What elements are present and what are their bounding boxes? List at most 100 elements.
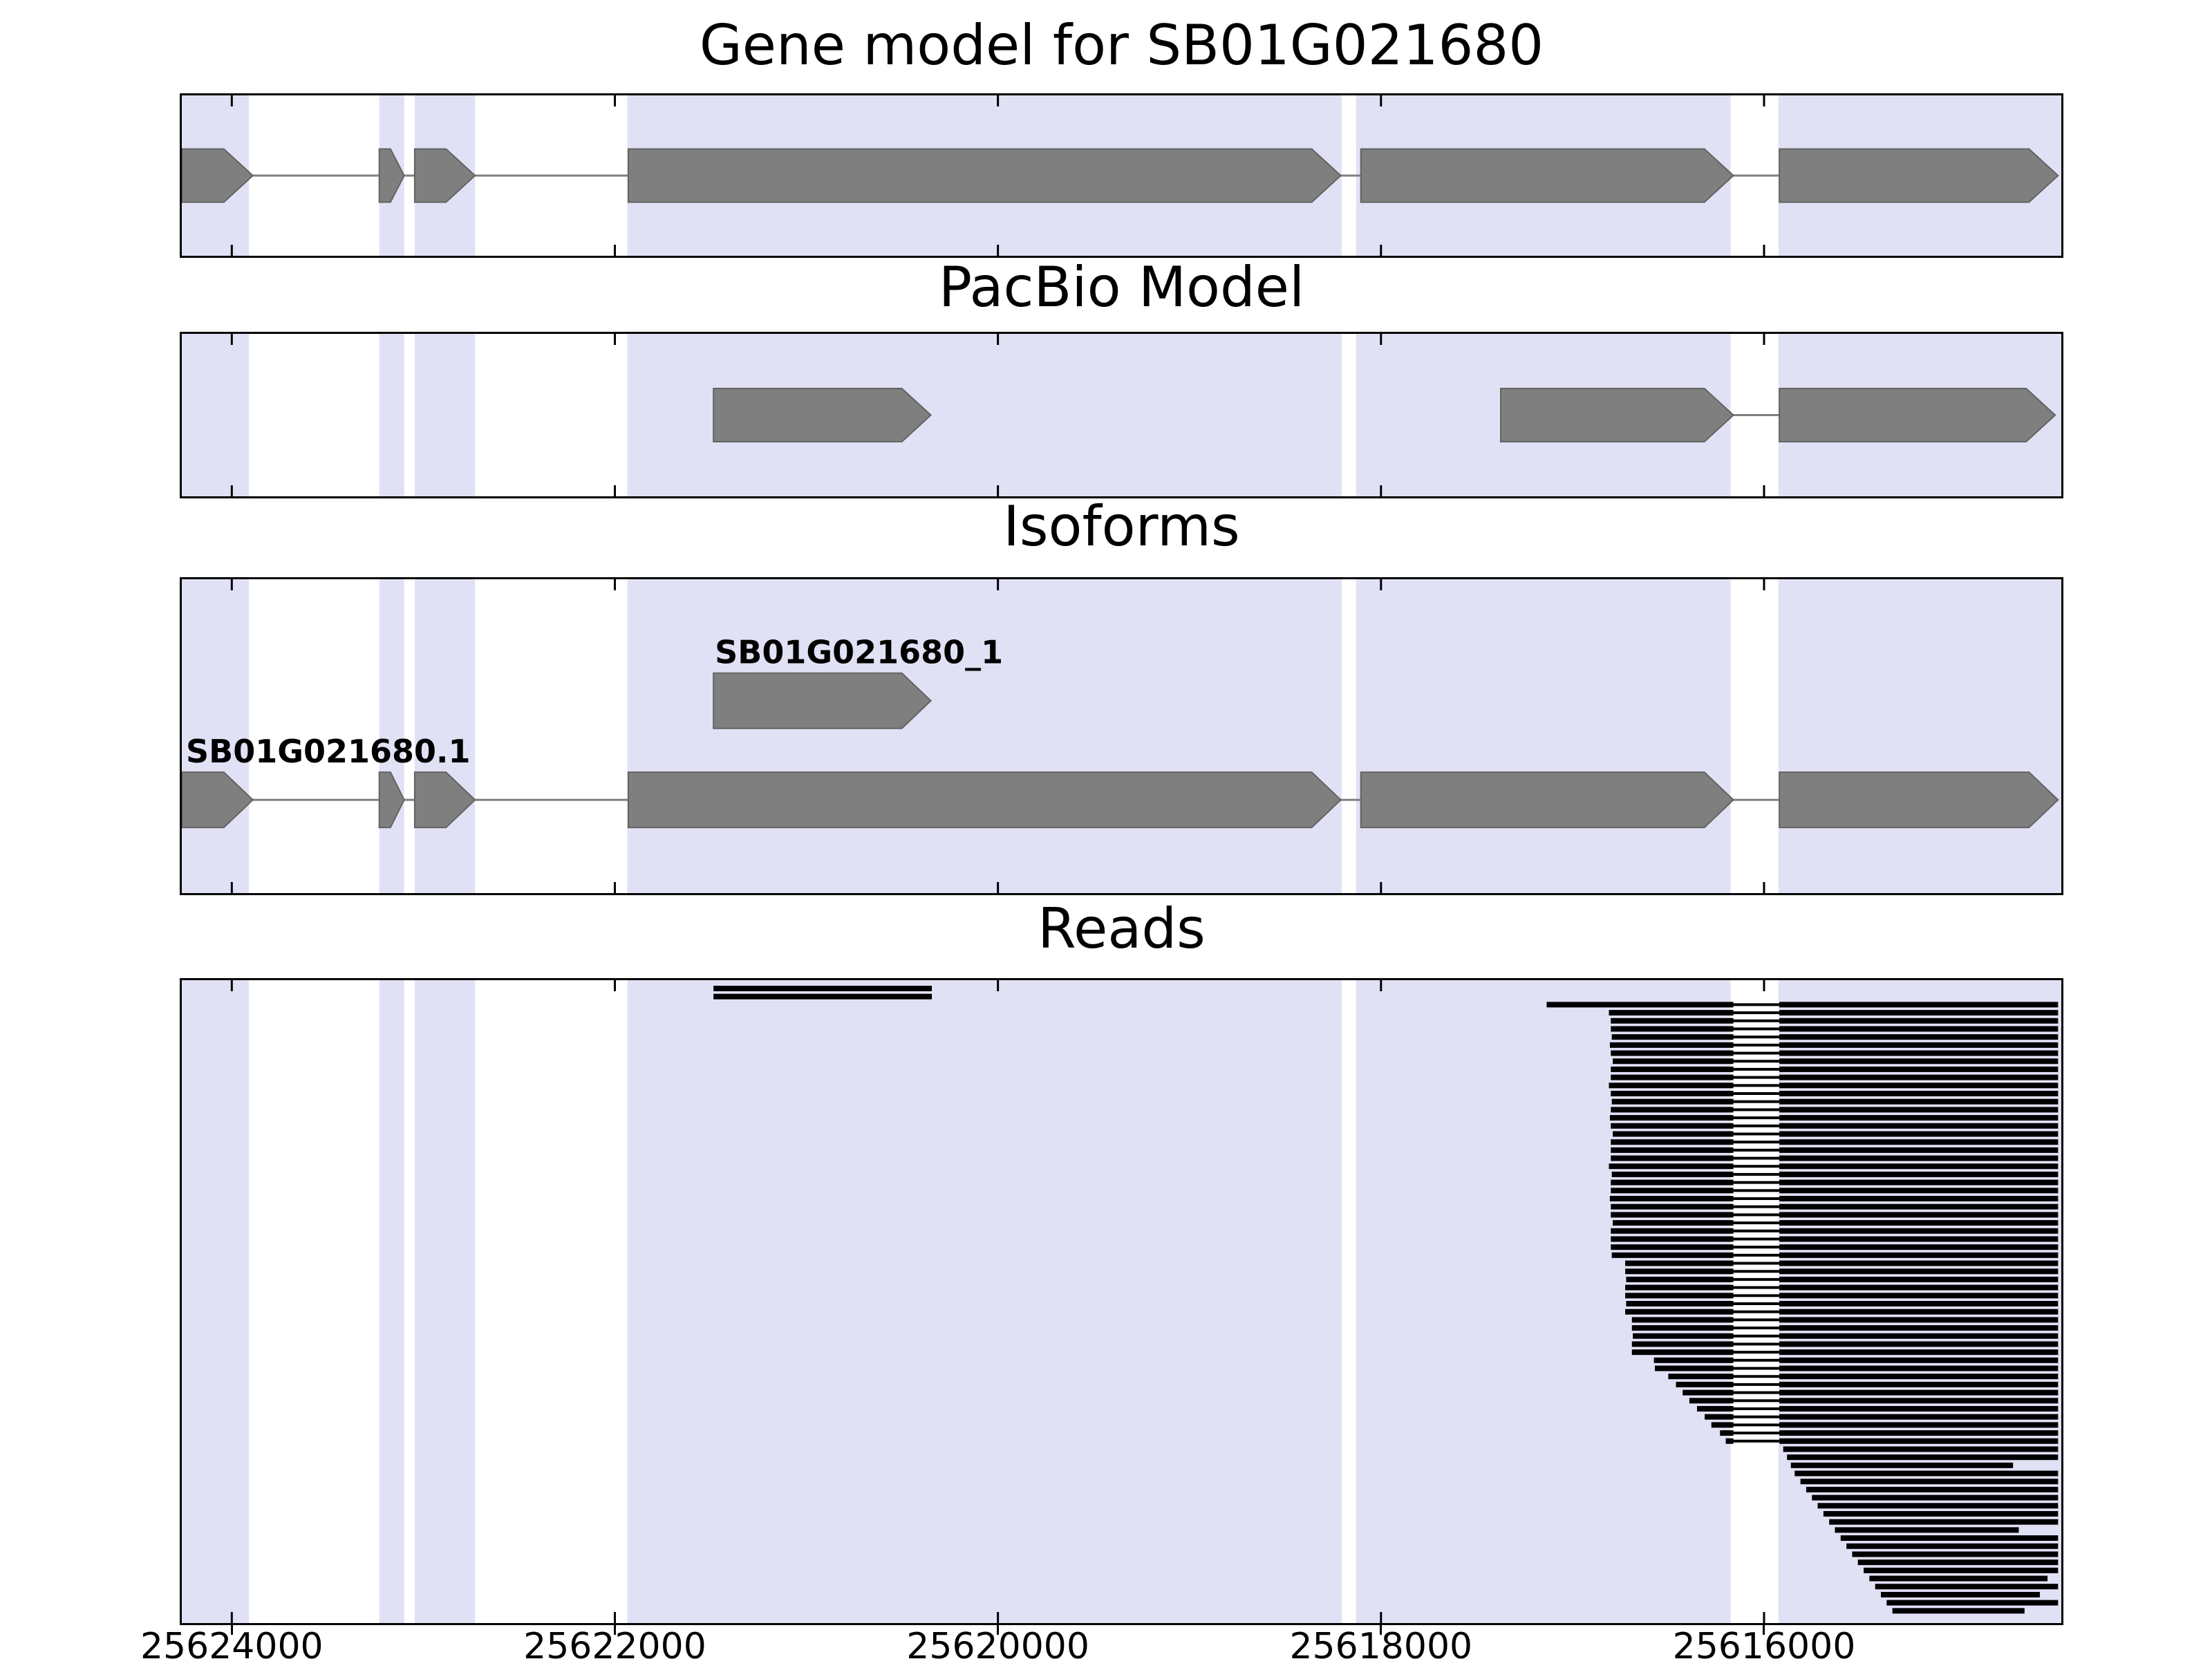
read-gap-line — [1733, 1382, 1780, 1386]
read-segment — [1779, 1042, 2059, 1048]
highlight-band — [182, 980, 250, 1623]
read-gap-line — [1733, 1318, 1780, 1322]
read-segment — [1779, 1389, 2059, 1396]
exon-arrow — [1779, 388, 2056, 442]
read-segment — [1779, 1374, 2059, 1380]
read-bar — [1806, 1486, 2059, 1492]
axis-tick-outer — [1763, 1625, 1765, 1635]
read-segment — [1631, 1325, 1734, 1331]
panel-isoforms: SB01G021680_1 SB01G021680.1 — [180, 577, 2063, 895]
highlight-band — [1778, 579, 2061, 893]
read-segment — [1779, 1179, 2059, 1185]
read-segment — [1611, 1147, 1734, 1153]
read-segment — [1779, 1034, 2059, 1040]
panel-reads — [180, 978, 2063, 1625]
read-gap-line — [1733, 1197, 1780, 1200]
read-bar — [1869, 1575, 2048, 1582]
read-gap-line — [1733, 1310, 1780, 1313]
read-gap-line — [1733, 1108, 1780, 1112]
exon-arrow — [1360, 148, 1735, 203]
read-segment — [1611, 1252, 1734, 1258]
panel-title-reads: Reads — [1038, 897, 1206, 961]
exon-arrow — [413, 148, 476, 203]
read-gap-line — [1733, 1148, 1780, 1152]
read-segment — [1609, 1196, 1734, 1201]
read-segment — [1779, 1236, 2059, 1242]
axis-tick-outer — [1380, 1625, 1382, 1635]
exon-arrow — [413, 771, 476, 829]
read-gap-line — [1733, 1205, 1780, 1208]
read-bar — [1892, 1608, 2025, 1614]
read-segment — [1779, 1091, 2059, 1096]
read-segment — [1779, 1115, 2059, 1121]
read-gap-line — [1733, 1092, 1780, 1095]
read-segment — [1779, 1414, 2059, 1420]
read-segment — [1779, 1082, 2059, 1089]
read-segment — [1696, 1406, 1734, 1412]
read-gap-line — [1733, 1277, 1780, 1281]
panel-reads-canvas — [182, 980, 2061, 1623]
highlight-band — [379, 980, 404, 1623]
read-gap-line — [1733, 1399, 1780, 1403]
read-segment — [1611, 1139, 1734, 1145]
read-gap-line — [1733, 1270, 1780, 1273]
read-gap-line — [1733, 1035, 1780, 1039]
read-segment — [1779, 1203, 2059, 1210]
read-segment — [1613, 1220, 1734, 1226]
highlight-band — [627, 579, 1342, 893]
panel-gene-model-canvas — [182, 95, 2061, 256]
read-bar — [1787, 1454, 2059, 1461]
read-segment — [1611, 1034, 1734, 1040]
read-segment — [1779, 1430, 2059, 1436]
exon-arrow — [627, 771, 1342, 829]
exon-arrow — [1360, 771, 1735, 829]
read-segment — [1611, 1091, 1734, 1096]
read-gap-line — [1733, 1043, 1780, 1047]
read-gap-line — [1733, 1229, 1780, 1232]
read-segment — [1689, 1398, 1734, 1404]
read-gap-line — [1733, 1124, 1780, 1127]
read-segment — [1779, 1155, 2059, 1161]
read-segment — [1611, 1123, 1734, 1129]
read-segment — [1779, 1268, 2059, 1275]
read-bar — [1835, 1527, 2019, 1533]
read-segment — [1611, 1050, 1734, 1056]
read-gap-line — [1733, 1060, 1780, 1063]
read-segment — [1779, 1066, 2059, 1072]
read-gap-line — [1733, 1375, 1780, 1378]
read-segment — [1611, 1228, 1734, 1234]
read-gap-line — [1733, 1423, 1780, 1427]
exon-arrow — [713, 388, 932, 442]
read-segment — [1779, 1139, 2059, 1145]
read-bar — [1817, 1503, 2059, 1509]
read-gap-line — [1733, 1213, 1780, 1217]
read-bar — [1783, 1446, 2059, 1452]
read-segment — [1779, 1333, 2059, 1339]
read-gap-line — [1733, 1367, 1780, 1370]
read-segment — [1668, 1374, 1734, 1380]
read-segment — [1631, 1341, 1734, 1347]
read-segment — [1611, 1179, 1734, 1185]
read-gap-line — [1733, 1100, 1780, 1103]
read-gap-line — [1733, 1439, 1780, 1443]
read-segment — [1625, 1268, 1734, 1275]
read-segment — [1611, 1203, 1734, 1210]
read-gap-line — [1733, 1407, 1780, 1410]
read-segment — [1779, 1284, 2059, 1291]
read-bar — [1840, 1535, 2059, 1541]
panel-isoforms-canvas: SB01G021680_1 SB01G021680.1 — [182, 579, 2061, 893]
read-segment — [1609, 1115, 1734, 1121]
read-segment — [1779, 1276, 2059, 1282]
read-gap-line — [1733, 1432, 1780, 1435]
read-segment — [1655, 1365, 1734, 1371]
axis-tick-outer — [230, 1625, 233, 1635]
read-gap-line — [1733, 1156, 1780, 1160]
read-gap-line — [1733, 1165, 1780, 1168]
read-bar — [1875, 1584, 2059, 1590]
read-gap-line — [1733, 1302, 1780, 1305]
highlight-band — [627, 980, 1342, 1623]
isoform-label: SB01G021680.1 — [186, 733, 470, 770]
read-gap-line — [1733, 1141, 1780, 1144]
read-segment — [1779, 1228, 2059, 1234]
read-gap-line — [1733, 1253, 1780, 1257]
